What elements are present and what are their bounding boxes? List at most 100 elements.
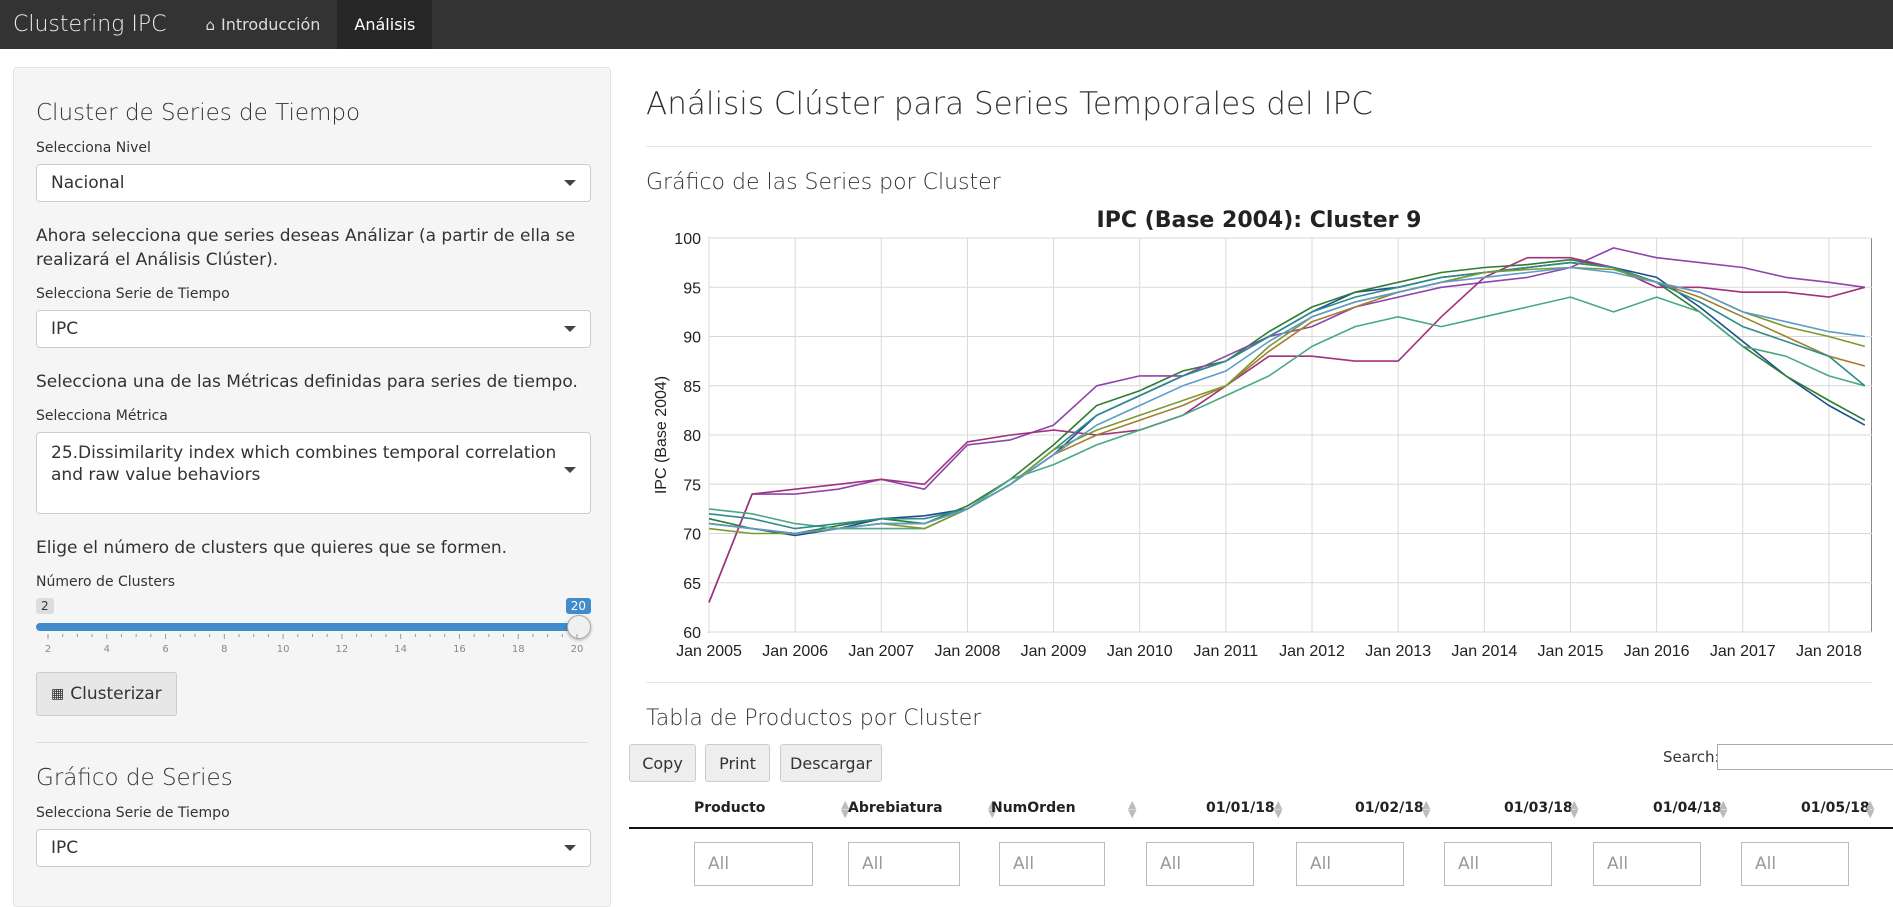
cluster-line-chart: 60 65 70 75 80 85 90 95 100 Jan 2005 Jan 2006 Jan 2…	[653, 231, 1872, 660]
slider-tick-label: 14	[394, 644, 407, 655]
y-tick-label: 85	[683, 379, 701, 396]
y-tick-label: 100	[674, 231, 701, 248]
column-filter-input[interactable]: All	[1741, 842, 1849, 886]
y-tick-label: 75	[683, 477, 701, 494]
tab-introduccion-label: Introducción	[220, 15, 321, 34]
graph-serie-select[interactable]: IPC	[36, 829, 591, 867]
download-button[interactable]: Descargar	[780, 744, 882, 782]
clusters-label: Número de Clusters	[36, 574, 175, 590]
search-label: Search:	[1663, 748, 1720, 766]
column-header[interactable]: 01/02/18	[1355, 800, 1424, 816]
serie-select[interactable]: IPC	[36, 310, 591, 348]
y-tick-label: 70	[683, 527, 701, 544]
chart-title: IPC (Base 2004): Cluster 9	[1096, 208, 1422, 233]
metric-select[interactable]: 25.Dissimilarity index which combines te…	[36, 432, 591, 514]
table-header-line	[629, 827, 1893, 829]
cluster-section-title: Cluster de Series de Tiempo	[36, 100, 361, 126]
series-line-2	[708, 258, 1866, 535]
copy-button[interactable]: Copy	[629, 744, 696, 782]
search-input[interactable]	[1717, 744, 1893, 770]
slider-track[interactable]	[36, 623, 589, 631]
x-tick-label: Jan 2012	[1279, 643, 1345, 660]
column-filter-input[interactable]: All	[1296, 842, 1404, 886]
tab-analisis-label: Análisis	[354, 15, 416, 34]
chevron-down-icon	[564, 845, 576, 851]
nivel-select[interactable]: Nacional	[36, 164, 591, 202]
slider-tick-label: 10	[277, 644, 290, 655]
y-tick-label: 90	[683, 330, 701, 347]
x-tick-label: Jan 2008	[935, 643, 1001, 660]
column-filter-input[interactable]: All	[1593, 842, 1701, 886]
clusterizar-label: Clusterizar	[70, 684, 162, 704]
column-filter-input[interactable]: All	[848, 842, 960, 886]
x-tick-label: Jan 2018	[1796, 643, 1862, 660]
slider-tick-label: 16	[453, 644, 466, 655]
x-tick-label: Jan 2005	[676, 643, 742, 660]
slider-ticks: 2 4 6 8 10 12 14 16 18 20	[45, 634, 584, 655]
metric-label: Selecciona Métrica	[36, 408, 168, 424]
x-tick-label: Jan 2006	[762, 643, 828, 660]
chart-section-title: Gráfico de las Series por Cluster	[646, 170, 1001, 195]
sort-icon[interactable]: ▲ ▼	[1719, 798, 1728, 820]
column-filter-input[interactable]: All	[999, 842, 1105, 886]
sort-icon[interactable]: ▲ ▼	[1866, 798, 1875, 820]
metric-instruction: Selecciona una de las Métricas definidas…	[36, 372, 578, 392]
graph-serie-label: Selecciona Serie de Tiempo	[36, 805, 230, 821]
tab-introduccion[interactable]: ⌂ Introducción	[188, 0, 337, 49]
slider-tick-label: 12	[336, 644, 349, 655]
nivel-select-value: Nacional	[51, 173, 125, 193]
slider-tick-label: 8	[221, 644, 227, 655]
series-line-7	[708, 261, 1866, 530]
series-instruction: Ahora selecciona que series deseas Análi…	[36, 226, 576, 270]
chevron-down-icon	[564, 180, 576, 186]
metric-select-value: 25.Dissimilarity index which combines te…	[51, 443, 557, 485]
column-header[interactable]: 01/05/18	[1801, 800, 1870, 816]
column-header[interactable]: 01/03/18	[1504, 800, 1573, 816]
main-panel: Análisis Clúster para Series Temporales …	[629, 0, 1893, 891]
sort-icon[interactable]: ▲ ▼	[1570, 798, 1579, 820]
column-header[interactable]: NumOrden	[991, 800, 1076, 816]
title-divider	[646, 146, 1872, 147]
x-tick-label: Jan 2015	[1538, 643, 1604, 660]
slider-tick-label: 18	[512, 644, 525, 655]
column-header[interactable]: Producto	[694, 800, 766, 816]
y-tick-label: 95	[683, 280, 701, 297]
grid-icon: ▦	[51, 686, 65, 702]
sidebar-divider	[36, 742, 588, 743]
sort-icon[interactable]: ▲ ▼	[841, 798, 850, 820]
chart-divider	[646, 682, 1872, 683]
column-header[interactable]: 01/01/18	[1206, 800, 1275, 816]
column-filter-input[interactable]: All	[694, 842, 813, 886]
clusters-slider[interactable]: 2 20 2 4 6 8 10 12 14 16 18 20	[36, 598, 591, 658]
app-brand[interactable]: Clustering IPC	[13, 12, 167, 37]
column-filter-input[interactable]: All	[1146, 842, 1254, 886]
x-tick-label: Jan 2010	[1107, 643, 1173, 660]
x-tick-label: Jan 2011	[1194, 643, 1259, 660]
column-filter-input[interactable]: All	[1444, 842, 1552, 886]
page-title: Análisis Clúster para Series Temporales …	[646, 86, 1373, 122]
slider-tick-label: 20	[571, 644, 584, 655]
y-tick-label: 80	[683, 428, 701, 445]
print-button[interactable]: Print	[705, 744, 770, 782]
sort-icon[interactable]: ▲ ▼	[988, 798, 997, 820]
x-tick-label: Jan 2016	[1624, 643, 1690, 660]
y-axis-label: IPC (Base 2004)	[653, 376, 670, 494]
chevron-down-icon	[564, 326, 576, 332]
chevron-down-icon	[564, 467, 576, 473]
slider-tick-label: 4	[104, 644, 110, 655]
column-header[interactable]: 01/04/18	[1653, 800, 1722, 816]
clusterizar-button[interactable]: ▦ Clusterizar	[36, 672, 177, 716]
column-header[interactable]: Abrebiatura	[848, 800, 943, 816]
sort-icon[interactable]: ▲ ▼	[1274, 798, 1283, 820]
slider-value-tag: 20	[565, 598, 591, 614]
slider-min-tag: 2	[36, 598, 54, 614]
home-icon: ⌂	[205, 15, 215, 34]
sort-icon[interactable]: ▲ ▼	[1128, 798, 1137, 820]
tab-analisis[interactable]: Análisis	[337, 0, 433, 49]
navbar: Clustering IPC ⌂ Introducción Análisis	[0, 0, 1893, 49]
x-tick-label: Jan 2014	[1451, 643, 1517, 660]
nivel-label: Selecciona Nivel	[36, 140, 151, 156]
sort-icon[interactable]: ▲ ▼	[1422, 798, 1431, 820]
sidebar-panel: Cluster de Series de Tiempo Selecciona N…	[13, 67, 611, 907]
slider-handle[interactable]	[567, 615, 591, 639]
